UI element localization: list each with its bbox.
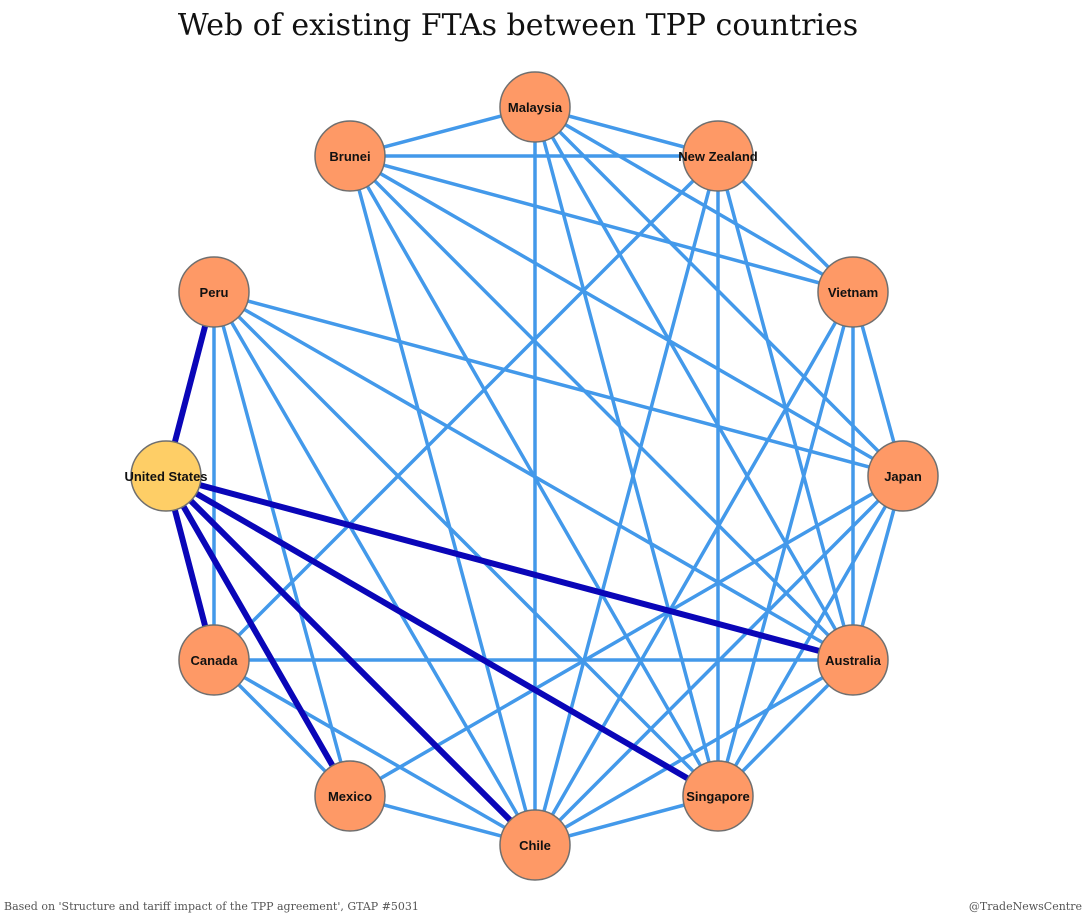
node-label-japan: Japan [884,469,922,484]
node-label-malaysia: Malaysia [508,100,563,115]
node-label-peru: Peru [200,285,229,300]
node-chile: Chile [499,809,571,881]
fta-edge-chile-australia [533,658,855,847]
fta-edge-brunei-vietnam [348,154,855,294]
node-label-us: United States [124,469,207,484]
node-label-brunei: Brunei [329,149,370,164]
fta-edge-us-mexico [163,473,353,799]
node-circle-mexico [314,760,386,832]
fta-edge-us-singapore [163,473,721,799]
source-note: Based on 'Structure and tariff impact of… [4,900,419,913]
node-circle-australia [817,624,889,696]
node-circle-japan [867,440,939,512]
fta-edge-malaysia-vietnam [533,105,855,294]
node-peru: Peru [178,256,250,328]
node-circle-peru [178,256,250,328]
edge-layer [163,105,905,848]
chart-title: Web of existing FTAs between TPP countri… [177,8,859,43]
node-newzealand: New Zealand [678,120,758,192]
node-mexico: Mexico [314,760,386,832]
node-label-singapore: Singapore [686,789,750,804]
node-circle-chile [499,809,571,881]
fta-edge-newzealand-chile [533,154,720,847]
node-label-canada: Canada [191,653,239,668]
node-label-newzealand: New Zealand [678,149,758,164]
node-circle-malaysia [499,71,571,143]
fta-edge-japan-mexico [348,474,905,798]
node-us: United States [124,440,208,512]
fta-edge-canada-chile [212,658,537,847]
fta-edge-us-chile [163,473,538,848]
fta-edge-peru-chile [212,290,537,847]
fta-edge-malaysia-australia [533,105,855,662]
fta-edge-japan-peru [212,290,905,478]
credit-note: @TradeNewsCentre [968,900,1082,913]
node-label-chile: Chile [519,838,551,853]
node-malaysia: Malaysia [499,71,571,143]
node-australia: Australia [817,624,889,696]
node-circle-canada [178,624,250,696]
fta-edge-peru-australia [212,290,855,662]
fta-edge-malaysia-singapore [533,105,720,798]
node-label-vietnam: Vietnam [828,285,878,300]
node-layer: Malaysia New Zealand Vietnam Japan Australia… [124,71,939,881]
node-circle-us [130,440,202,512]
fta-edge-brunei-australia [348,154,855,662]
fta-edge-us-australia [163,473,856,663]
node-japan: Japan [867,440,939,512]
node-circle-singapore [682,760,754,832]
node-circle-vietnam [817,256,889,328]
node-circle-brunei [314,120,386,192]
node-circle-newzealand [682,120,754,192]
node-canada: Canada [178,624,250,696]
fta-edge-brunei-chile [348,154,537,847]
node-label-australia: Australia [825,653,881,668]
fta-edge-peru-singapore [212,290,720,798]
node-singapore: Singapore [682,760,754,832]
node-vietnam: Vietnam [817,256,889,328]
node-label-mexico: Mexico [328,789,372,804]
node-brunei: Brunei [314,120,386,192]
fta-edge-brunei-japan [348,154,905,478]
fta-edge-newzealand-canada [212,154,720,662]
